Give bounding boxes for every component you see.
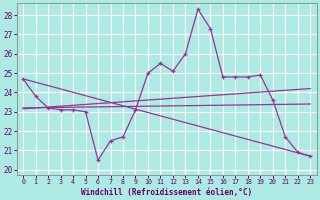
X-axis label: Windchill (Refroidissement éolien,°C): Windchill (Refroidissement éolien,°C) xyxy=(81,188,252,197)
